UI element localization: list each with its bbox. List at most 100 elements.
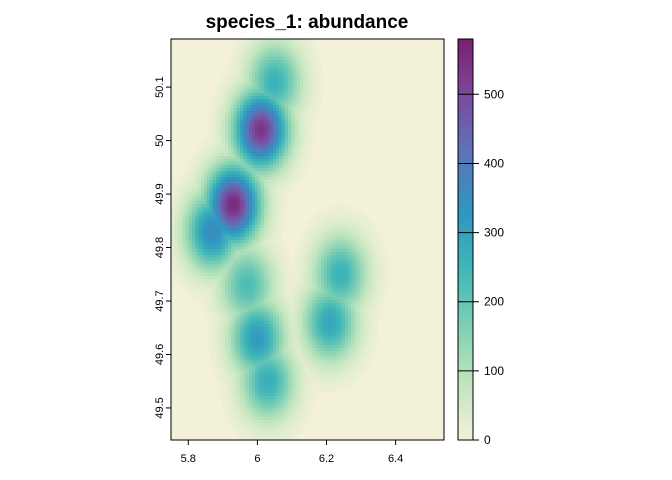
heatmap-cell — [333, 225, 337, 229]
heatmap-cell — [234, 168, 238, 172]
heatmap-cell — [336, 240, 340, 244]
heatmap-cell — [273, 138, 277, 142]
heatmap-cell — [231, 219, 235, 223]
heatmap-cell — [336, 315, 340, 319]
heatmap-cell — [171, 213, 175, 217]
heatmap-cell — [270, 66, 274, 70]
heatmap-cell — [315, 246, 319, 250]
heatmap-cell — [240, 78, 244, 82]
heatmap-cell — [228, 159, 232, 163]
heatmap-cell — [249, 333, 253, 337]
heatmap-cell — [273, 141, 277, 145]
heatmap-cell — [255, 201, 259, 205]
heatmap-cell — [177, 225, 181, 229]
heatmap-cell — [249, 93, 253, 97]
heatmap-cell — [216, 282, 220, 286]
heatmap-cell — [171, 234, 175, 238]
heatmap-cell — [360, 210, 364, 214]
heatmap-cell — [300, 315, 304, 319]
heatmap-cell — [294, 111, 298, 115]
heatmap-cell — [192, 234, 196, 238]
heatmap-cell — [249, 45, 253, 49]
heatmap-cell — [321, 258, 325, 262]
heatmap-cell — [291, 57, 295, 61]
heatmap-cell — [267, 183, 271, 187]
heatmap-cell — [294, 57, 298, 61]
heatmap-cell — [204, 288, 208, 292]
heatmap-cell — [246, 237, 250, 241]
heatmap-cell — [231, 276, 235, 280]
heatmap-cell — [246, 60, 250, 64]
heatmap-cell — [348, 312, 352, 316]
heatmap-cell — [354, 345, 358, 349]
heatmap-cell — [264, 198, 268, 202]
heatmap-cell — [231, 201, 235, 205]
heatmap-cell — [375, 261, 379, 265]
heatmap-cell — [258, 267, 262, 271]
heatmap-cell — [282, 144, 286, 148]
heatmap-cell — [246, 39, 250, 43]
heatmap-cell — [234, 279, 238, 283]
heatmap-cell — [282, 345, 286, 349]
heatmap-cell — [291, 327, 295, 331]
heatmap-cell — [267, 288, 271, 292]
heatmap-cell — [273, 294, 277, 298]
heatmap-cell — [345, 330, 349, 334]
heatmap-cell — [333, 333, 337, 337]
heatmap-cell — [198, 180, 202, 184]
heatmap-cell — [306, 84, 310, 88]
heatmap-cell — [309, 153, 313, 157]
heatmap-cell — [318, 237, 322, 241]
heatmap-cell — [357, 270, 361, 274]
heatmap-cell — [252, 261, 256, 265]
heatmap-cell — [192, 288, 196, 292]
heatmap-cell — [357, 291, 361, 295]
heatmap-cell — [279, 45, 283, 49]
heatmap-cell — [192, 291, 196, 295]
heatmap-cell — [387, 267, 391, 271]
heatmap-cell — [264, 288, 268, 292]
heatmap-cell — [378, 303, 382, 307]
heatmap-cell — [345, 204, 349, 208]
heatmap-cell — [219, 306, 223, 310]
heatmap-cell — [216, 237, 220, 241]
heatmap-cell — [237, 180, 241, 184]
heatmap-cell — [306, 42, 310, 46]
heatmap-cell — [171, 270, 175, 274]
heatmap-cell — [207, 279, 211, 283]
heatmap-cell — [246, 84, 250, 88]
heatmap-cell — [279, 312, 283, 316]
heatmap-cell — [231, 285, 235, 289]
heatmap-cell — [228, 228, 232, 232]
heatmap-cell — [213, 150, 217, 154]
heatmap-cell — [300, 42, 304, 46]
heatmap-cell — [261, 198, 265, 202]
heatmap-cell — [321, 219, 325, 223]
heatmap-cell — [357, 222, 361, 226]
heatmap-cell — [249, 180, 253, 184]
heatmap-cell — [330, 312, 334, 316]
heatmap-cell — [189, 210, 193, 214]
heatmap-cell — [234, 105, 238, 109]
heatmap-cell — [276, 339, 280, 343]
heatmap-cell — [207, 129, 211, 133]
heatmap-cell — [261, 66, 265, 70]
heatmap-cell — [252, 87, 256, 91]
heatmap-cell — [183, 213, 187, 217]
heatmap-cell — [174, 270, 178, 274]
heatmap-cell — [264, 279, 268, 283]
heatmap-cell — [243, 39, 247, 43]
heatmap-cell — [252, 234, 256, 238]
heatmap-cell — [219, 201, 223, 205]
heatmap-cell — [198, 222, 202, 226]
heatmap-cell — [234, 78, 238, 82]
heatmap-cell — [297, 84, 301, 88]
heatmap-cell — [309, 231, 313, 235]
heatmap-cell — [357, 309, 361, 313]
heatmap-cell — [270, 132, 274, 136]
heatmap-cell — [279, 150, 283, 154]
heatmap-cell — [261, 201, 265, 205]
heatmap-cell — [213, 306, 217, 310]
heatmap-cell — [255, 291, 259, 295]
heatmap-cell — [351, 240, 355, 244]
